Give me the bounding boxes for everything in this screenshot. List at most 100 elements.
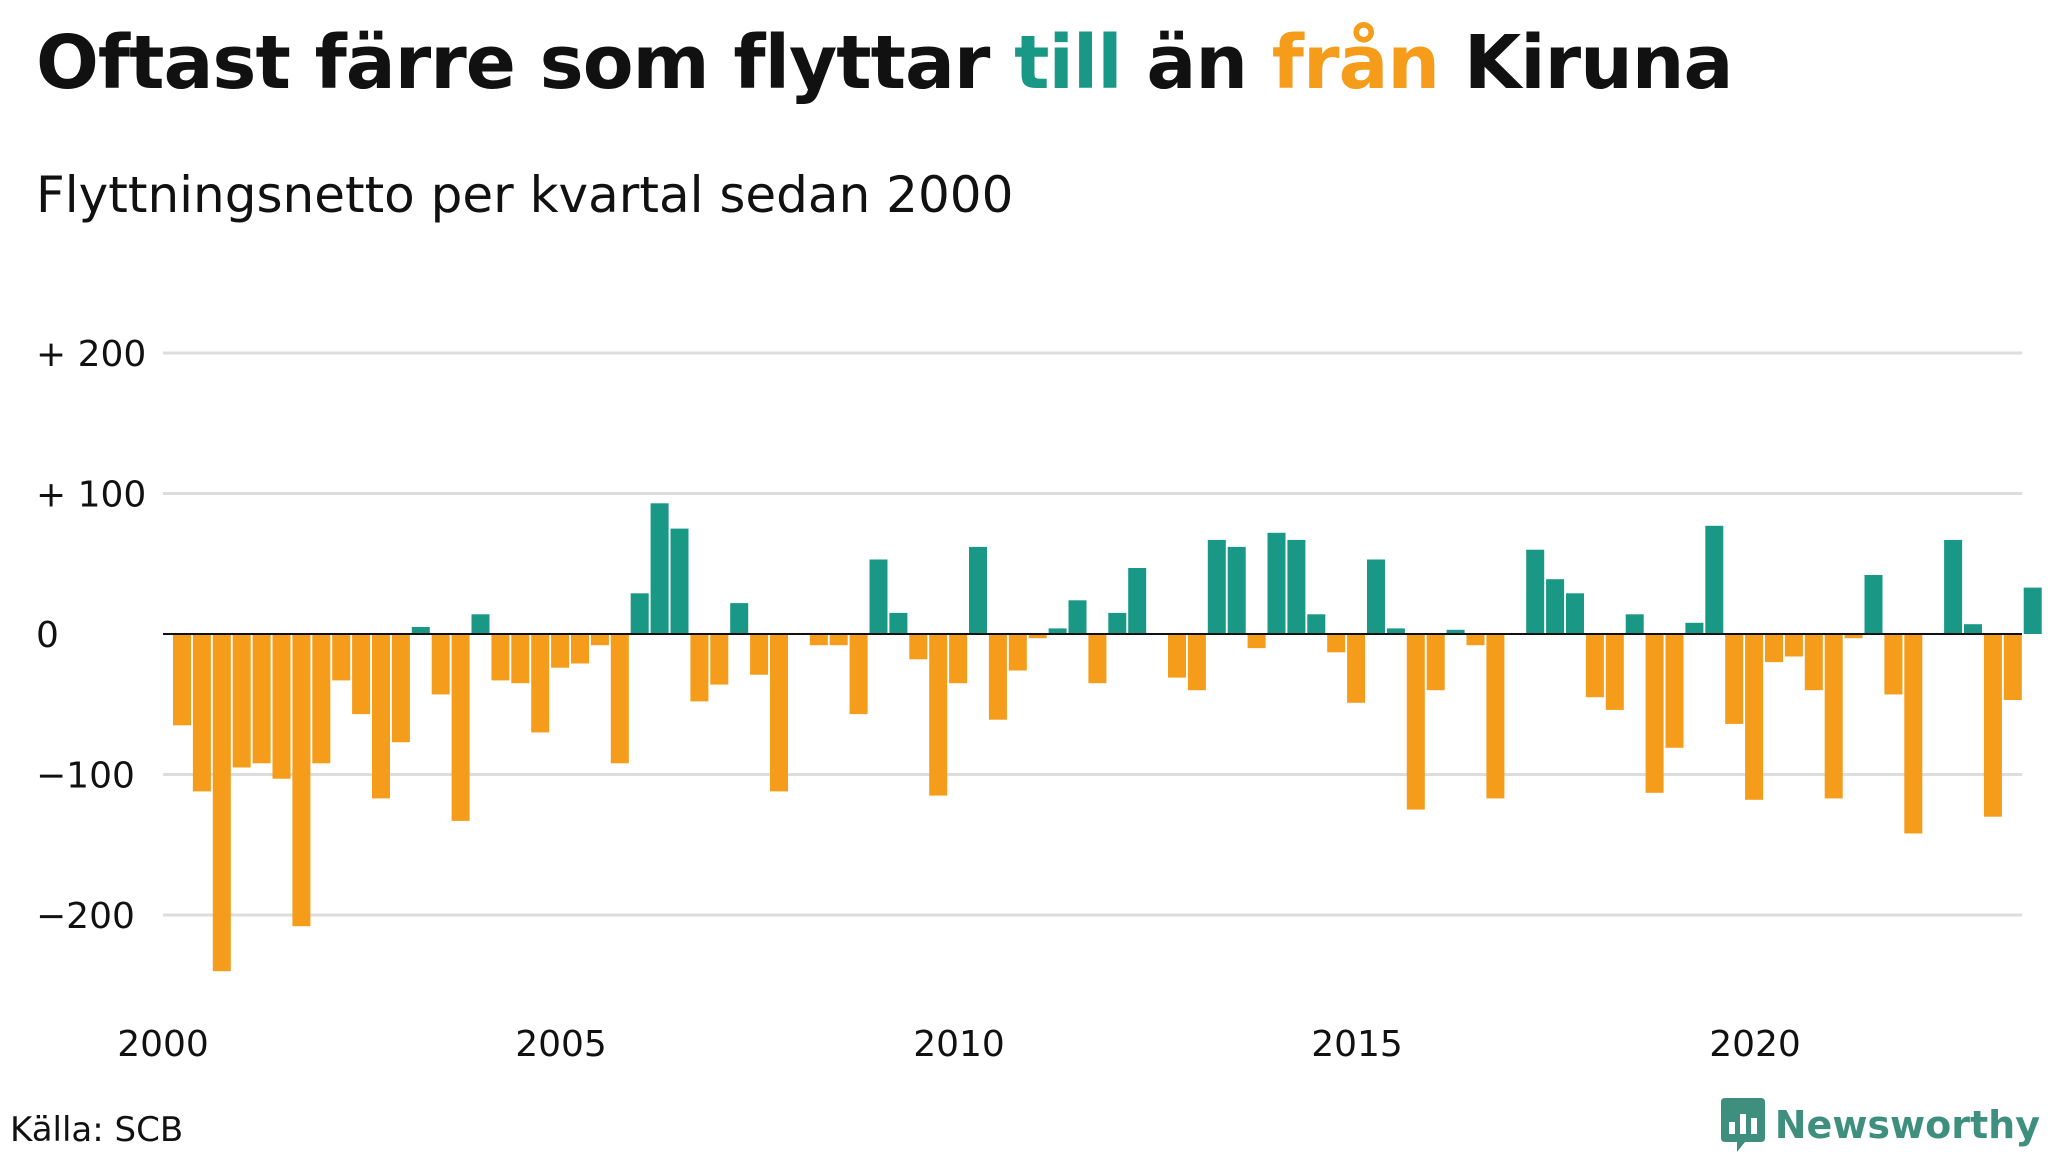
- bar-positive: [1386, 628, 1405, 634]
- bar-negative: [1665, 634, 1684, 748]
- bar-negative: [710, 634, 729, 685]
- bar-negative: [1028, 634, 1047, 639]
- gridlines: [163, 351, 2022, 917]
- bar-negative: [1884, 634, 1903, 695]
- bar-positive: [1307, 614, 1326, 634]
- bar-negative: [571, 634, 589, 664]
- bar-positive: [1526, 549, 1545, 634]
- bar-negative: [929, 634, 948, 796]
- bar-positive: [1705, 525, 1724, 634]
- bar-negative: [909, 634, 928, 660]
- y-tick-label: + 200: [36, 334, 146, 375]
- title-fran: från: [1271, 20, 1440, 106]
- bar-negative: [829, 634, 848, 646]
- bar-positive: [1685, 622, 1704, 634]
- bar-negative: [1904, 634, 1923, 834]
- bar-negative: [610, 634, 629, 764]
- bar-negative: [849, 634, 868, 715]
- bar-positive: [969, 546, 987, 634]
- bar-negative: [551, 634, 570, 668]
- bar-negative: [2003, 634, 2022, 700]
- bar-negative: [1784, 634, 1803, 657]
- bar-positive: [1108, 612, 1127, 634]
- y-tick-label: −100: [36, 756, 135, 797]
- bar-positive: [1207, 539, 1226, 634]
- newsworthy-logo: Newsworthy: [1720, 1098, 2040, 1152]
- bar-positive: [1864, 575, 1883, 634]
- bar-negative: [1486, 634, 1505, 799]
- bar-positive: [1625, 614, 1644, 634]
- bar-positive: [411, 627, 430, 634]
- bar-negative: [1983, 634, 2002, 817]
- newsworthy-logo-icon: [1720, 1098, 1765, 1152]
- bar-positive: [1566, 593, 1584, 634]
- bar-negative: [511, 634, 530, 684]
- bar-negative: [212, 634, 231, 972]
- bar-negative: [312, 634, 331, 764]
- bar-positive: [1446, 629, 1465, 634]
- source-note: Källa: SCB: [10, 1110, 184, 1150]
- bar-positive: [1068, 600, 1087, 634]
- bar-negative: [451, 634, 470, 821]
- bar-negative: [372, 634, 390, 799]
- bar-negative: [1247, 634, 1266, 649]
- bar-negative: [332, 634, 351, 681]
- x-tick-label: 2010: [913, 1024, 1005, 1065]
- title-part1: Oftast färre som flyttar: [36, 20, 1015, 106]
- bar-positive: [1367, 559, 1385, 634]
- brand-name: Newsworthy: [1774, 1103, 2040, 1147]
- bar-negative: [491, 634, 510, 681]
- bar-negative: [192, 634, 211, 792]
- chart-subtitle: Flyttningsnetto per kvartal sedan 2000: [36, 166, 1014, 224]
- x-tick-label: 2005: [515, 1024, 607, 1065]
- bar-negative: [1168, 634, 1186, 678]
- bar-positive: [1287, 539, 1306, 634]
- bar-positive: [730, 603, 749, 634]
- bar-positive: [869, 559, 888, 634]
- bar-positive: [1227, 546, 1246, 634]
- bar-positive: [471, 614, 490, 634]
- bar-negative: [1645, 634, 1664, 793]
- bar-negative: [1426, 634, 1445, 691]
- bar-negative: [391, 634, 410, 743]
- x-tick-label: 2000: [117, 1024, 209, 1065]
- bar-positive: [670, 528, 689, 634]
- bar-positive: [2023, 587, 2042, 634]
- bar-negative: [1844, 634, 1863, 639]
- x-tick-label: 2015: [1311, 1024, 1403, 1065]
- x-tick-label: 2020: [1709, 1024, 1801, 1065]
- bar-negative: [1466, 634, 1485, 646]
- bar-negative: [690, 634, 709, 702]
- bar-negative: [1406, 634, 1425, 810]
- bar-negative: [232, 634, 251, 768]
- bar-negative: [531, 634, 550, 733]
- bar-negative: [173, 634, 191, 726]
- bar-negative: [1605, 634, 1624, 710]
- bar-negative: [1187, 634, 1206, 691]
- bar-positive: [889, 612, 908, 634]
- bar-negative: [1347, 634, 1366, 703]
- bar-positive: [650, 503, 669, 634]
- bar-negative: [809, 634, 828, 646]
- y-tick-label: 0: [36, 615, 59, 656]
- bar-negative: [1765, 634, 1783, 663]
- bar-chart: + 200 + 100 0 −100 −200 2000 2005 2010 2015 2020: [36, 334, 2042, 1065]
- bar-negative: [1745, 634, 1764, 800]
- bar-negative: [1088, 634, 1107, 684]
- bar-negative: [1804, 634, 1823, 691]
- bar-negative: [988, 634, 1007, 720]
- bar-negative: [1008, 634, 1027, 671]
- bar-negative: [750, 634, 769, 675]
- bar-negative: [590, 634, 609, 646]
- bar-negative: [352, 634, 371, 715]
- y-tick-label: + 100: [36, 475, 146, 516]
- x-axis-ticks: 2000 2005 2010 2015 2020: [117, 1024, 1801, 1065]
- y-tick-label: −200: [36, 896, 135, 937]
- bar-negative: [292, 634, 311, 927]
- bar-negative: [1327, 634, 1346, 653]
- bar-negative: [252, 634, 271, 764]
- bar-negative: [1725, 634, 1744, 724]
- title-part3: Kiruna: [1439, 20, 1734, 106]
- bar-positive: [1944, 539, 1963, 634]
- bars: [173, 503, 2042, 972]
